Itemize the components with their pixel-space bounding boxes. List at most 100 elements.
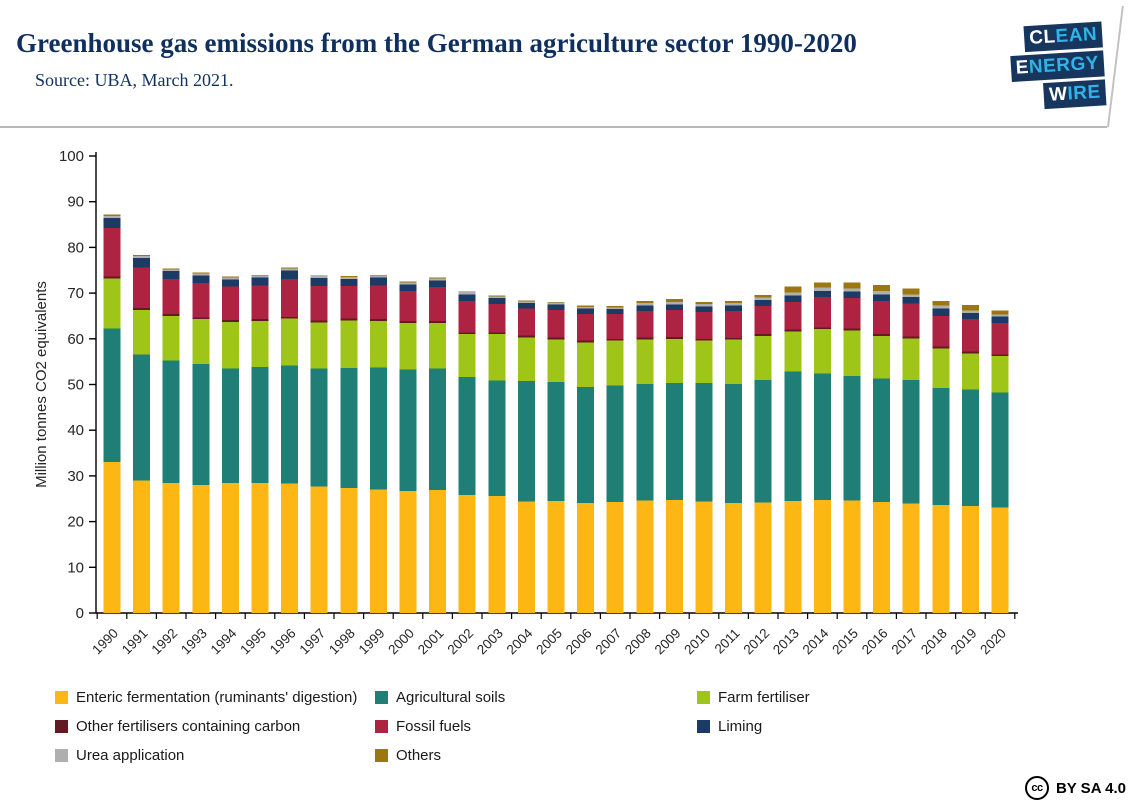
bar-segment: [547, 501, 565, 613]
bar-segment: [606, 309, 624, 315]
bar-segment: [902, 288, 920, 295]
bar-segment: [488, 295, 506, 297]
bar-segment: [843, 298, 861, 329]
bar-segment: [399, 290, 417, 321]
bar-segment: [281, 278, 299, 317]
bar-segment: [221, 368, 239, 484]
page-title: Greenhouse gas emissions from the German…: [16, 28, 857, 58]
bar-segment: [754, 299, 772, 306]
x-tick-label: 2014: [800, 625, 832, 657]
bar-segment: [725, 339, 743, 385]
bar-segment: [429, 278, 447, 281]
x-tick-label: 2010: [681, 626, 713, 658]
bar-segment: [665, 338, 683, 384]
logo-text-white: W: [1048, 83, 1069, 106]
bar-group-1997: [310, 275, 328, 613]
legend-label: Other fertilisers containing carbon: [76, 717, 301, 735]
bar-segment: [843, 330, 861, 376]
bar-segment: [162, 360, 180, 484]
bar-segment: [221, 277, 239, 280]
bar-segment: [399, 281, 417, 283]
x-tick-label: 2002: [444, 626, 476, 658]
bar-group-2001: [429, 277, 447, 613]
bar-segment: [488, 298, 506, 305]
bar-group-2002: [458, 291, 476, 613]
bar-segment: [429, 322, 447, 369]
bar-segment: [665, 336, 683, 339]
bar-segment: [517, 300, 535, 302]
bar-segment: [340, 368, 358, 489]
bar-segment: [162, 315, 180, 361]
bar-segment: [813, 287, 831, 291]
bar-segment: [340, 320, 358, 369]
bar-segment: [695, 340, 713, 384]
bar-segment: [725, 305, 743, 311]
y-tick-label: 40: [67, 422, 84, 439]
bar-segment: [577, 340, 595, 343]
bar-segment: [813, 282, 831, 288]
bar-segment: [429, 368, 447, 491]
bar-segment: [369, 319, 387, 321]
bar-segment: [488, 296, 506, 299]
bar-segment: [458, 334, 476, 378]
bar-segment: [932, 348, 950, 389]
bar-segment: [133, 255, 151, 257]
bar-segment: [251, 320, 269, 368]
bar-segment: [606, 501, 624, 613]
bar-group-2006: [577, 305, 595, 613]
bar-segment: [873, 294, 891, 301]
bar-segment: [547, 310, 565, 338]
bar-segment: [577, 308, 595, 315]
bar-segment: [488, 496, 506, 613]
bar-segment: [902, 338, 920, 380]
bar-group-2012: [754, 294, 772, 613]
bar-segment: [251, 274, 269, 276]
bar-segment: [784, 371, 802, 502]
bar-segment: [725, 300, 743, 304]
bar-segment: [310, 322, 328, 369]
bar-segment: [991, 316, 1009, 323]
bar-segment: [281, 270, 299, 279]
bar-group-2018: [932, 300, 950, 613]
logo-row-clean: CLEAN: [1023, 21, 1103, 53]
logo-text-cyan: EAN: [1054, 23, 1098, 48]
bar-segment: [577, 502, 595, 613]
legend-label: Enteric fermentation (ruminants' digesti…: [76, 688, 358, 706]
bar-segment: [784, 292, 802, 296]
bar-segment: [221, 279, 239, 287]
bar-segment: [873, 290, 891, 295]
bar-segment: [725, 337, 743, 340]
bar-group-2007: [606, 305, 624, 613]
bar-segment: [784, 501, 802, 613]
x-tick-label: 1990: [89, 626, 121, 658]
bar-segment: [932, 346, 950, 349]
bar-segment: [458, 292, 476, 295]
bar-segment: [369, 285, 387, 320]
legend-label: Urea application: [76, 746, 185, 764]
bar-segment: [902, 336, 920, 339]
bar-segment: [873, 284, 891, 291]
legend-item: Enteric fermentation (ruminants' digesti…: [55, 688, 357, 706]
bar-segment: [133, 310, 151, 355]
bar-group-1990: [103, 214, 121, 613]
bar-segment: [369, 275, 387, 278]
x-tick-label: 1996: [267, 626, 299, 658]
bar-segment: [103, 215, 121, 219]
bar-segment: [961, 389, 979, 507]
clean-energy-wire-logo: CLEAN ENERGY WIRE: [1010, 21, 1107, 110]
bar-segment: [784, 301, 802, 330]
bar-segment: [606, 314, 624, 339]
bar-segment: [961, 304, 979, 311]
bar-segment: [665, 500, 683, 613]
bar-segment: [221, 286, 239, 321]
bar-segment: [932, 315, 950, 347]
bar-segment: [961, 319, 979, 352]
bar-segment: [221, 320, 239, 322]
bar-segment: [162, 268, 180, 270]
bar-group-1995: [251, 274, 269, 613]
bar-segment: [754, 502, 772, 613]
x-tick-label: 1999: [356, 626, 388, 658]
bar-segment: [310, 486, 328, 613]
bar-segment: [902, 379, 920, 504]
header: Greenhouse gas emissions from the German…: [0, 0, 1140, 126]
